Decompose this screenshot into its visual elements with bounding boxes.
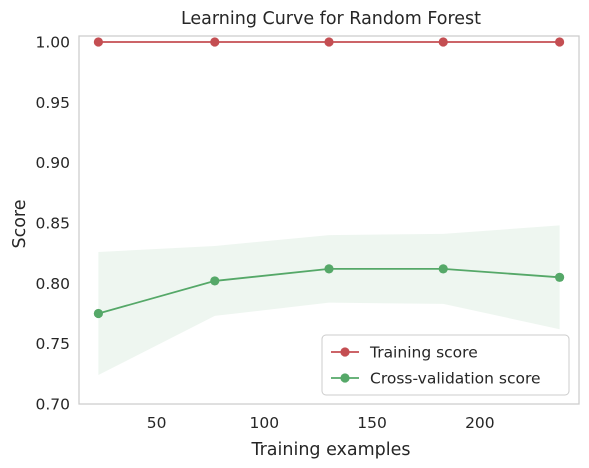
confidence-bands xyxy=(98,225,560,376)
training-score-point xyxy=(210,37,220,47)
y-tick-label: 0.95 xyxy=(35,94,70,112)
legend-cross-validation-score-label: Cross-validation score xyxy=(370,370,541,388)
training-score-point xyxy=(93,37,103,47)
chart-title: Learning Curve for Random Forest xyxy=(181,9,481,29)
cross-validation-score-point xyxy=(555,272,565,282)
legend-box xyxy=(321,334,570,396)
x-tick-label: 50 xyxy=(147,414,167,432)
y-tick-label: 0.75 xyxy=(35,335,70,353)
x-axis-ticks: 50 100 150 200 xyxy=(147,414,495,432)
series-points xyxy=(93,37,565,319)
cross-validation-score-point xyxy=(210,276,220,286)
y-tick-label: 0.85 xyxy=(35,215,70,233)
training-score-point xyxy=(324,37,334,47)
y-tick-label: 0.70 xyxy=(35,396,70,414)
legend-cross-validation-score-marker xyxy=(340,373,350,383)
legend-training-score-label: Training score xyxy=(369,344,478,362)
legend: Training score Cross-validation score xyxy=(321,334,570,396)
training-score-point xyxy=(555,37,565,47)
cross-validation-score-point xyxy=(324,264,334,274)
training-score-point xyxy=(438,37,448,47)
cross-validation-score-point xyxy=(93,308,103,319)
plot-frame xyxy=(78,35,580,405)
x-axis-title: Training examples xyxy=(250,440,410,460)
x-tick-label: 100 xyxy=(250,414,280,432)
x-tick-label: 200 xyxy=(465,414,495,432)
y-tick-label: 0.80 xyxy=(35,275,70,293)
y-tick-label: 0.90 xyxy=(35,154,70,172)
cross-validation-score-band xyxy=(98,225,560,376)
y-axis-ticks: 0.70 0.75 0.80 0.85 0.90 0.95 1.00 xyxy=(35,34,70,414)
x-tick-label: 150 xyxy=(357,414,387,432)
legend-training-score-marker xyxy=(340,347,350,357)
y-axis-title: Score xyxy=(10,199,30,248)
cross-validation-score-point xyxy=(438,264,448,274)
y-tick-label: 1.00 xyxy=(35,34,70,52)
